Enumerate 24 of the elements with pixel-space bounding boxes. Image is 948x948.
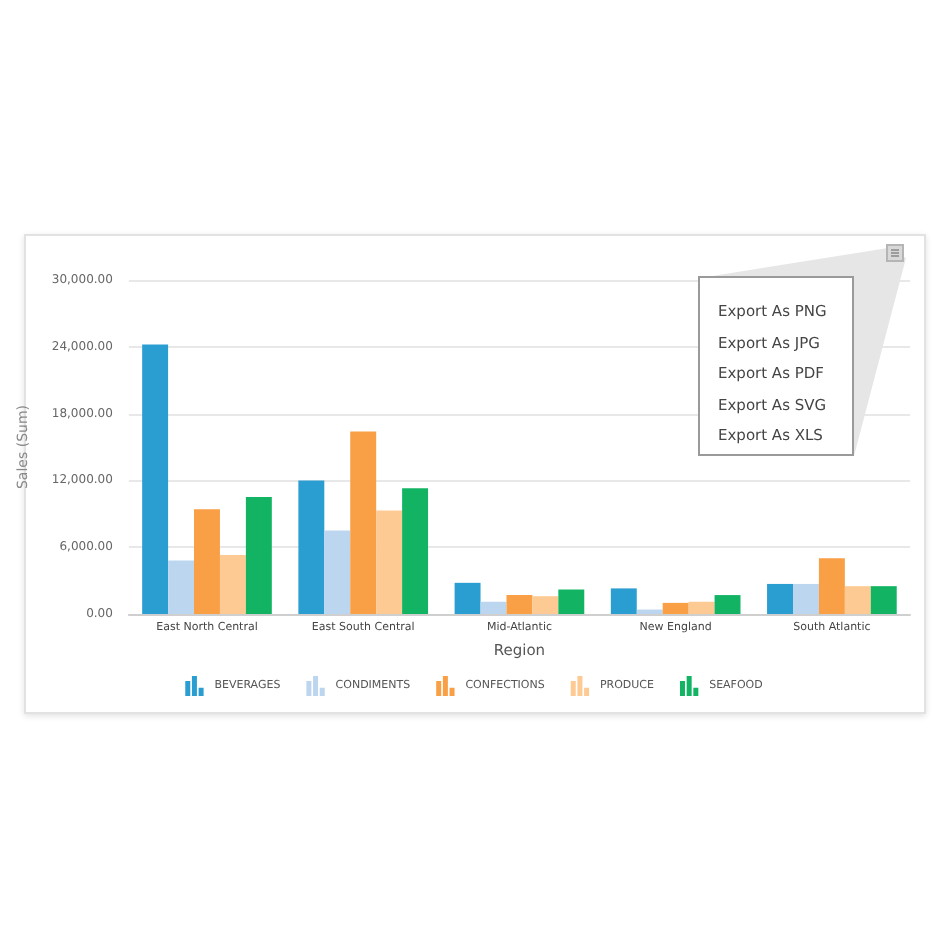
bar xyxy=(298,480,325,614)
bar xyxy=(324,530,351,614)
bar xyxy=(194,509,220,614)
bar xyxy=(870,586,897,614)
bar xyxy=(558,589,585,614)
bar xyxy=(610,588,637,614)
bar xyxy=(792,583,819,614)
bar xyxy=(662,602,689,614)
bar xyxy=(844,586,871,614)
bar xyxy=(350,431,377,614)
bar xyxy=(245,497,272,614)
bar xyxy=(506,595,533,614)
bar xyxy=(714,595,741,614)
bar xyxy=(376,510,403,614)
bar xyxy=(402,488,429,614)
bar xyxy=(168,560,195,614)
bar xyxy=(142,344,169,614)
bar xyxy=(480,601,507,614)
bar xyxy=(688,601,715,614)
bar xyxy=(767,583,793,614)
bar xyxy=(532,596,559,614)
bar xyxy=(454,582,481,614)
bar xyxy=(219,554,246,614)
bar xyxy=(818,558,845,614)
